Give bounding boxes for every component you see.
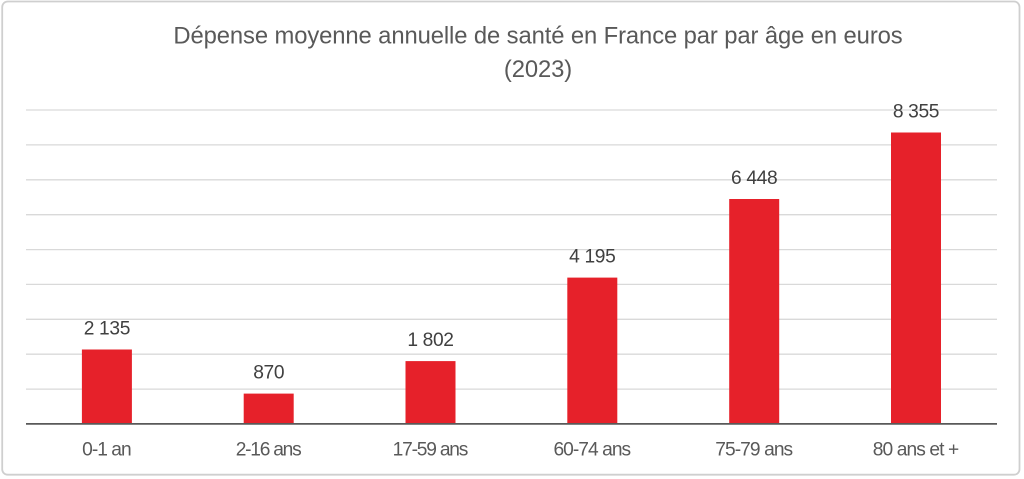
svg-text:0-1 an: 0-1 an	[82, 439, 131, 460]
svg-text:4 195: 4 195	[569, 247, 615, 268]
svg-text:Dépense moyenne annuelle de sa: Dépense moyenne annuelle de santé en Fra…	[173, 23, 902, 50]
svg-text:17-59 ans: 17-59 ans	[393, 439, 469, 460]
svg-text:(2023): (2023)	[504, 56, 572, 83]
svg-text:60-74 ans: 60-74 ans	[553, 439, 631, 460]
svg-text:2-16 ans: 2-16 ans	[236, 439, 302, 460]
svg-text:8 355: 8 355	[893, 102, 939, 123]
svg-text:6 448: 6 448	[731, 168, 777, 189]
svg-text:2 135: 2 135	[84, 319, 130, 340]
svg-text:870: 870	[253, 363, 284, 384]
svg-text:1 802: 1 802	[407, 330, 453, 351]
svg-text:80 ans et +: 80 ans et +	[873, 439, 959, 460]
svg-text:75-79 ans: 75-79 ans	[715, 439, 793, 460]
